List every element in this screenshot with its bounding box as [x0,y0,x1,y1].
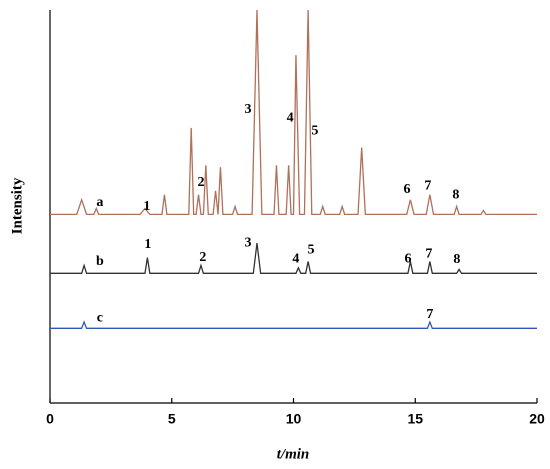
annotation: 2 [197,175,204,190]
x-tick-label: 5 [168,411,176,427]
annotation: 1 [144,237,151,252]
annotation: 7 [425,246,432,261]
y-axis-title: Intensity [9,177,25,234]
annotation: 3 [244,102,251,117]
annotation: c [97,310,103,325]
trace-line [50,242,537,274]
x-tick-label: 20 [529,411,545,427]
annotation: a [96,195,103,210]
trace-line [50,10,537,216]
plot-area [50,10,537,329]
annotation: 8 [452,187,459,202]
trace-line [50,320,537,329]
x-tick-label: 10 [286,411,302,427]
annotation: 6 [404,251,411,266]
annotation: 6 [403,182,410,197]
x-tick-label: 15 [407,411,423,427]
annotation: 1 [143,199,150,214]
annotation: 8 [453,252,460,267]
annotation: b [96,254,104,269]
annotation: 7 [426,307,433,322]
x-tick-label: 0 [46,411,54,427]
annotation: 7 [424,178,431,193]
annotation: 4 [292,251,299,266]
annotation: 5 [311,123,318,138]
annotation: 4 [287,110,294,125]
annotation: 3 [244,235,251,250]
x-axis-title: t/min [277,446,310,462]
annotation: 2 [199,250,206,265]
annotation: 5 [308,242,315,257]
